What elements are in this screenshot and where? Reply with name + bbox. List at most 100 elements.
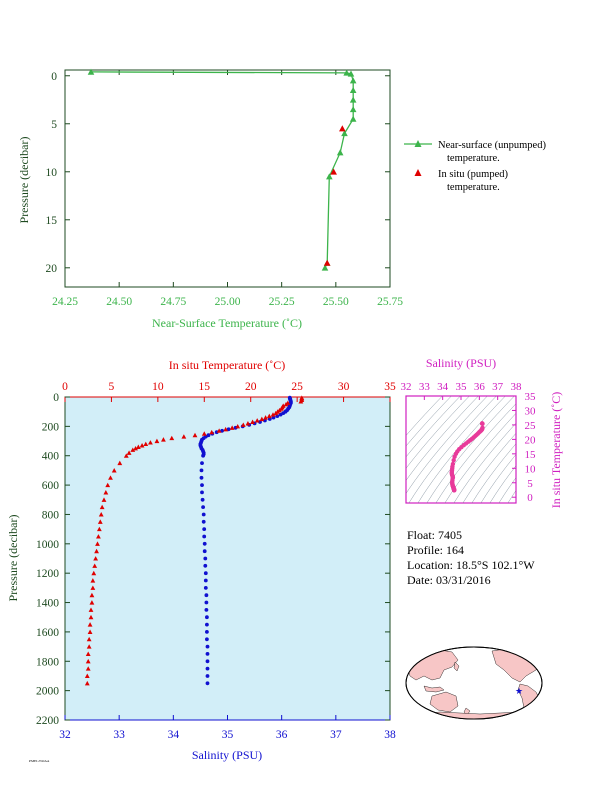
temperature-point	[92, 563, 98, 568]
pressure-tick-label: 1800	[36, 656, 59, 668]
temperature-point	[96, 526, 102, 532]
map-land-indonesia	[423, 685, 445, 693]
temperature-point	[216, 428, 222, 433]
near-surface-y-tick-label: 5	[51, 119, 57, 131]
salinity-point	[205, 630, 209, 634]
salinity-point	[205, 681, 210, 686]
ts-y-tick-label: 30	[525, 405, 537, 417]
temperature-point	[90, 578, 96, 583]
near-surface-temperature-point	[87, 68, 95, 75]
near-surface-x-tick-label: 24.75	[160, 296, 186, 308]
legend-label-near-surface-line2: temperature.	[447, 153, 500, 164]
temperature-point	[91, 570, 97, 576]
temperature-point	[135, 444, 141, 449]
temperature-point	[143, 441, 149, 447]
pressure-tick-label: 200	[42, 421, 60, 433]
salinity-point	[220, 428, 225, 433]
salinity-point	[203, 586, 208, 590]
temperature-point	[148, 440, 153, 445]
ts-density-contour	[406, 396, 470, 469]
near-surface-y-tick-label: 15	[46, 215, 58, 227]
ts-x-tick-label: 32	[401, 381, 412, 393]
salinity-tick-label: 32	[59, 729, 71, 741]
profile-y-axis-label: Pressure (decibar)	[6, 515, 20, 602]
ts-x-tick-label: 33	[419, 381, 431, 393]
pressure-tick-label: 2000	[36, 686, 59, 698]
ts-density-contour	[480, 454, 516, 503]
ts-density-contour	[462, 432, 516, 503]
salinity-point	[203, 563, 208, 568]
temperature-point	[273, 410, 279, 416]
temperature-point	[94, 548, 99, 554]
temperature-point	[103, 490, 109, 495]
temperature-tick-label: 5	[109, 381, 115, 393]
temperature-point	[133, 445, 138, 451]
temperature-point	[259, 416, 265, 422]
temperature-tick-label: 30	[338, 381, 350, 393]
temperature-point	[85, 666, 91, 671]
salinity-point	[200, 461, 204, 465]
salinity-point	[202, 534, 207, 539]
salinity-point	[202, 541, 207, 546]
temperature-point	[86, 636, 92, 642]
salinity-tick-label: 38	[384, 729, 396, 741]
temperature-point	[154, 438, 160, 444]
salinity-point	[205, 674, 210, 678]
legend-label-in-situ-line2: temperature.	[447, 182, 500, 193]
salinity-point	[204, 608, 209, 612]
temperature-point	[169, 435, 175, 441]
ts-point	[480, 421, 485, 426]
salinity-point	[205, 622, 209, 627]
ts-density-contour	[406, 396, 488, 494]
near-surface-temperature-point	[349, 115, 357, 122]
salinity-point	[201, 453, 206, 458]
temperature-point	[270, 412, 276, 417]
legend-label-in-situ-line1: In situ (pumped)	[438, 169, 508, 180]
ts-density-contour	[408, 396, 497, 503]
profile-date: Date: 03/31/2016	[407, 573, 491, 587]
ts-density-contour	[406, 396, 479, 481]
near-surface-x-tick-label: 24.50	[106, 296, 132, 308]
footer-credit: PMEL/NOAA	[29, 759, 50, 763]
ts-density-contour	[507, 490, 516, 503]
temperature-point	[108, 475, 113, 480]
temperature-point	[89, 592, 95, 598]
in-situ-temperature-point	[323, 259, 331, 266]
ts-y-tick-label: 0	[527, 492, 533, 504]
temperature-point	[223, 426, 229, 432]
temperature-tick-label: 25	[291, 381, 303, 393]
in-situ-temperature-point	[339, 125, 346, 132]
ts-density-contour	[523, 376, 612, 508]
temperature-point	[283, 401, 289, 407]
salinity-point	[202, 527, 207, 531]
temperature-point	[101, 497, 107, 502]
pressure-tick-label: 600	[42, 480, 60, 492]
temperature-tick-label: 0	[62, 381, 68, 393]
salinity-point	[203, 571, 208, 576]
temperature-point	[263, 415, 268, 420]
near-surface-temperature-point	[336, 149, 344, 156]
salinity-tick-label: 37	[330, 729, 342, 741]
salinity-tick-label: 34	[168, 729, 180, 741]
temperature-point	[87, 622, 93, 627]
profile-top-axis-label: In situ Temperature (˚C)	[169, 358, 286, 372]
near-surface-legend: Near-surface (unpumped) temperature. In …	[404, 140, 546, 193]
ts-x-tick-label: 36	[474, 381, 486, 393]
salinity-point	[201, 512, 206, 517]
temperature-point	[93, 556, 99, 561]
near-surface-y-axis-label: Pressure (decibar)	[17, 137, 31, 224]
near-surface-x-tick-label: 25.75	[377, 296, 403, 308]
pressure-tick-label: 1600	[36, 627, 59, 639]
near-surface-x-tick-label: 25.25	[269, 296, 295, 308]
near-surface-temperature-point	[349, 77, 357, 84]
pressure-tick-label: 1000	[36, 539, 59, 551]
near-surface-y-tick-label: 0	[51, 71, 57, 83]
ts-density-contour	[489, 465, 516, 503]
temperature-point	[105, 482, 111, 488]
temperature-point	[88, 614, 94, 620]
ts-y-tick-label: 35	[525, 391, 537, 403]
near-surface-y-tick-label: 10	[46, 167, 58, 179]
salinity-point	[205, 652, 210, 656]
temperature-point	[209, 429, 215, 435]
salinity-point	[205, 644, 210, 649]
